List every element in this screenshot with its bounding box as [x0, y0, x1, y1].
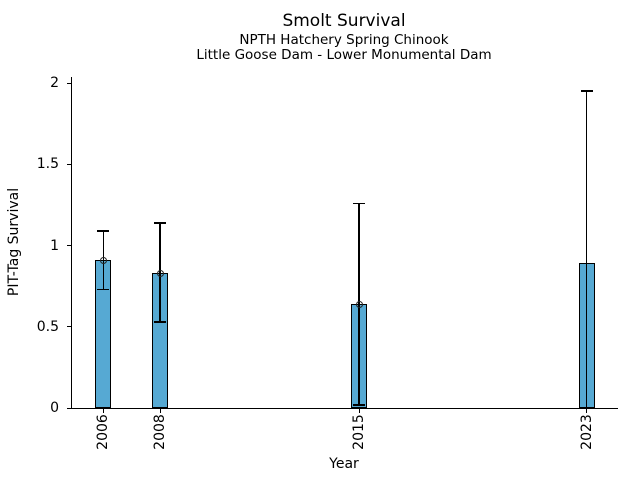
y-tick-label-0: 0	[50, 400, 59, 416]
y-tick-label-1.5: 1.5	[36, 156, 59, 173]
y-tick-2	[67, 82, 71, 84]
chart-subtitle-line2: Little Goose Dam - Lower Monumental Dam	[196, 47, 492, 63]
x-tick-2008	[159, 409, 161, 413]
x-tick-label-text: 2008	[152, 414, 169, 450]
x-tick-label-2008: 2008	[120, 410, 200, 454]
x-axis-label: Year	[329, 456, 359, 472]
plot-area: 0 0.5 1 1.5 2 2006 2008 2015 2023	[37, 75, 618, 450]
error-bar-2023	[585, 91, 588, 408]
x-tick-2023	[586, 409, 588, 413]
x-tick-label-text: 2006	[95, 414, 112, 450]
y-tick-label-0.5: 0.5	[36, 318, 59, 335]
error-cap-lower-2006	[97, 288, 110, 291]
error-cap-upper-2015	[353, 202, 366, 204]
y-tick-0	[67, 407, 71, 409]
error-cap-lower-2015	[353, 404, 366, 406]
x-tick-label-text: 2015	[351, 414, 368, 450]
point-marker-2015	[355, 300, 363, 308]
x-tick-label-2023: 2023	[547, 410, 627, 454]
x-tick-label-2015: 2015	[319, 410, 399, 454]
chart-title: Smolt Survival	[282, 11, 406, 31]
chart-subtitle-line1: NPTH Hatchery Spring Chinook	[239, 32, 449, 48]
error-cap-lower-2023	[580, 407, 593, 409]
y-tick-label-2: 2	[50, 75, 59, 91]
y-tick-1	[67, 245, 71, 246]
y-tick-1.5	[67, 163, 71, 165]
error-cap-upper-2008	[154, 222, 167, 224]
x-tick-2015	[358, 409, 360, 413]
error-cap-upper-2006	[97, 230, 110, 232]
y-tick-label-1: 1	[50, 237, 59, 254]
x-tick-label-text: 2023	[578, 414, 595, 450]
error-cap-lower-2008	[154, 321, 167, 323]
point-marker-2008	[156, 269, 164, 277]
point-marker-2006	[99, 256, 107, 264]
y-tick-0.5	[67, 326, 71, 328]
x-tick-2006	[102, 409, 104, 413]
error-cap-upper-2023	[580, 90, 593, 92]
